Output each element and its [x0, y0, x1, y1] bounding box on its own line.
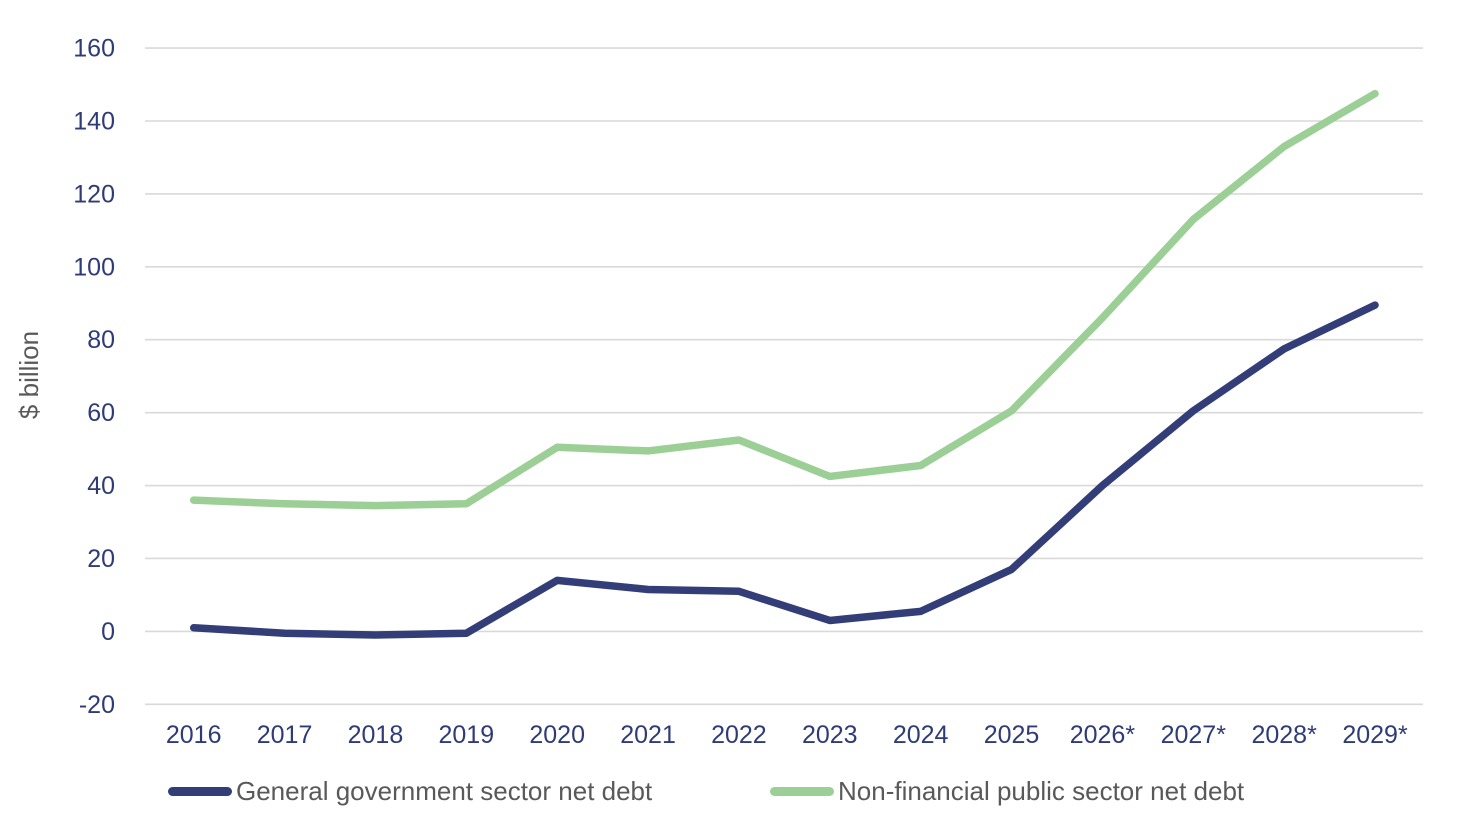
y-axis-tick-labels: 160 140 120 100 80 60 40 20 0 -20 — [73, 35, 115, 719]
x-tick-label: 2024 — [893, 721, 949, 749]
legend-label-non-financial-public: Non-financial public sector net debt — [838, 775, 1245, 806]
y-tick-label: 140 — [73, 107, 115, 135]
y-tick-label: -20 — [79, 691, 115, 719]
y-tick-label: 100 — [73, 253, 115, 281]
y-tick-label: 60 — [87, 399, 115, 427]
x-tick-label: 2019 — [438, 721, 494, 749]
x-tick-label: 2021 — [620, 721, 676, 749]
x-tick-label: 2016 — [166, 721, 222, 749]
series-lines-group — [189, 89, 1379, 639]
y-tick-label: 160 — [73, 35, 115, 63]
series-line-1 — [189, 89, 1379, 510]
x-tick-label: 2029* — [1342, 721, 1408, 749]
legend-swatch-non-financial-public — [770, 786, 834, 796]
gridlines-group — [145, 47, 1423, 706]
x-tick-label: 2028* — [1251, 721, 1317, 749]
series-line-0 — [189, 301, 1379, 639]
legend-item-non-financial-public: Non-financial public sector net debt — [770, 776, 1244, 806]
x-axis-tick-labels: 2016 2017 2018 2019 2020 2021 2022 2023 2024 2025… — [166, 721, 1408, 749]
x-tick-label: 2027* — [1161, 721, 1227, 749]
x-tick-label: 2018 — [348, 721, 404, 749]
y-tick-label: 40 — [87, 472, 115, 500]
legend-item-general-government: General government sector net debt — [168, 776, 652, 806]
x-tick-label: 2025 — [984, 721, 1040, 749]
x-tick-label: 2017 — [257, 721, 313, 749]
y-tick-label: 20 — [87, 545, 115, 573]
y-tick-label: 0 — [101, 618, 115, 646]
x-tick-label: 2022 — [711, 721, 767, 749]
y-tick-label: 120 — [73, 180, 115, 208]
y-tick-label: 80 — [87, 326, 115, 354]
legend-swatch-general-government — [168, 786, 232, 796]
x-tick-label: 2020 — [529, 721, 585, 749]
legend-label-general-government: General government sector net debt — [236, 775, 653, 806]
x-tick-label: 2026* — [1070, 721, 1136, 749]
x-tick-label: 2023 — [802, 721, 858, 749]
y-axis-title: $ billion — [14, 331, 44, 419]
